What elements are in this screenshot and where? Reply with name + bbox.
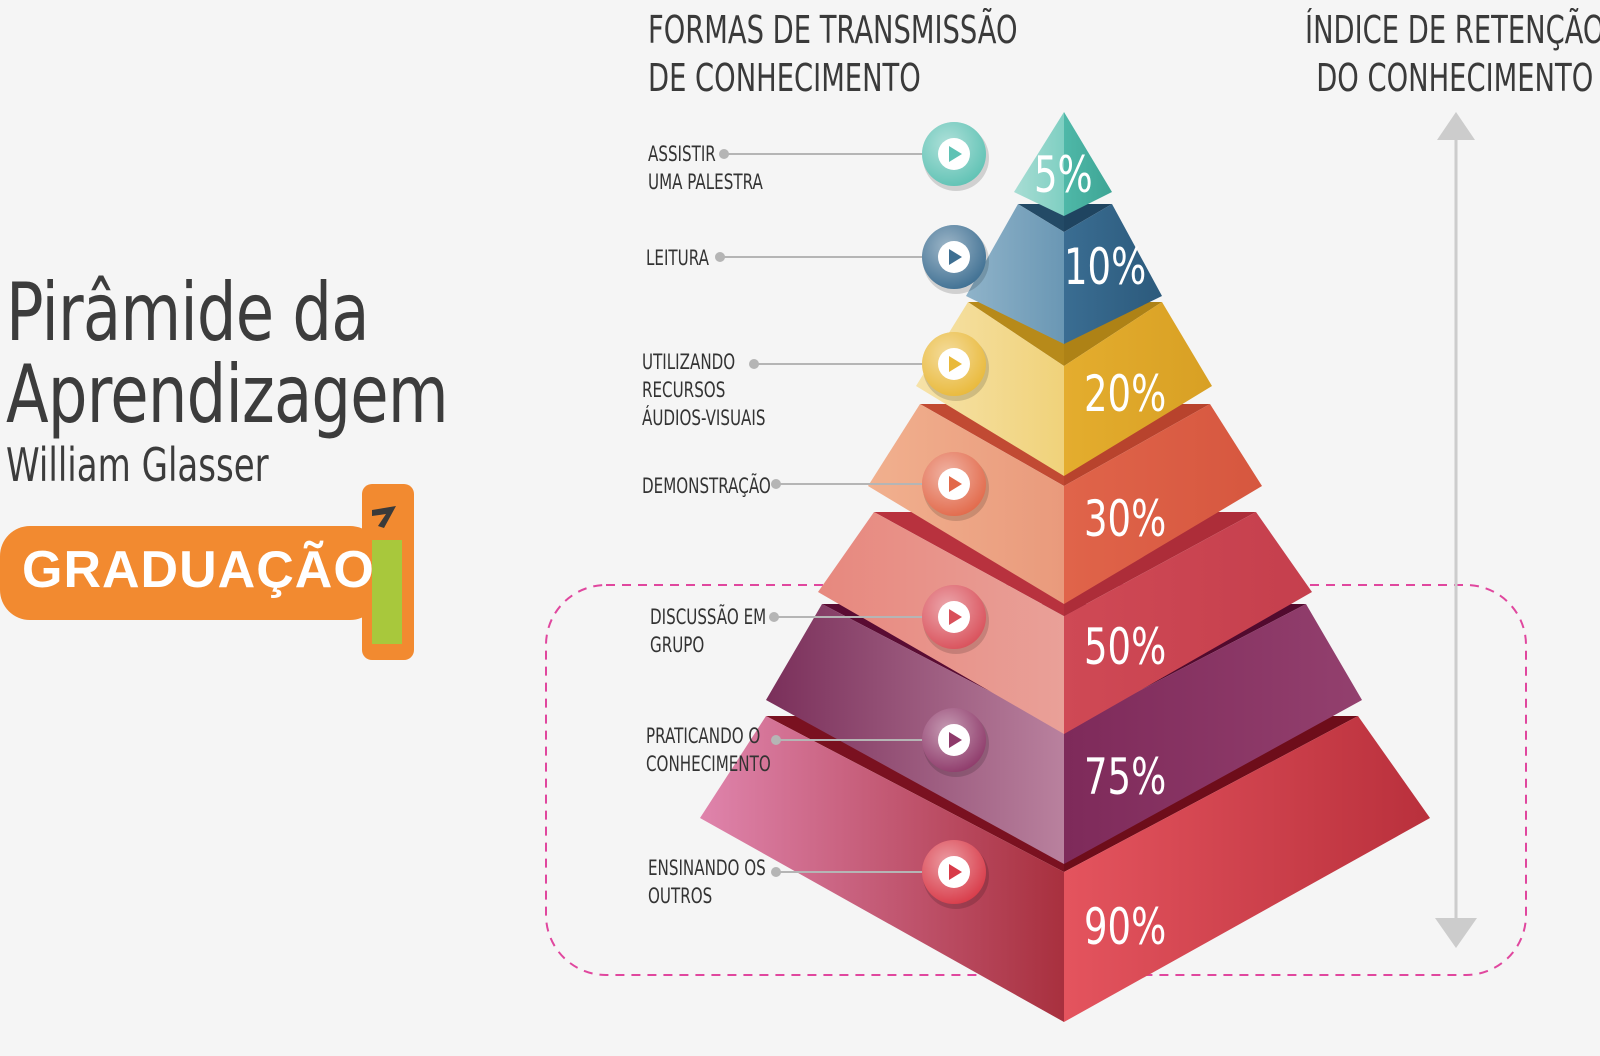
pyramid [700,112,1430,1022]
method-label-line: UTILIZANDO [642,350,736,374]
connector-dot [769,612,779,622]
pyramid-layer-10 [966,204,1162,344]
method-label-2: UTILIZANDO RECURSOS ÁUDIOS-VISUAIS [642,348,765,432]
retention-percent-6: 90% [1084,898,1167,956]
method-label-line: ENSINANDO OS [648,856,766,880]
method-label-5: PRATICANDO O CONHECIMENTO [646,722,771,778]
header-transmission-line-1: FORMAS DE TRANSMISSÃO [648,8,1018,52]
play-button-icon[interactable] [922,452,989,521]
pyramid-layer-20 [916,302,1212,476]
header-transmission-line-2: DE CONHECIMENTO [648,56,921,100]
method-label-line: ÁUDIOS-VISUAIS [642,406,766,430]
method-label-line: ASSISTIR [648,142,716,166]
retention-percent-3: 30% [1084,490,1167,548]
retention-percent-2: 20% [1084,365,1167,423]
header-retention: ÍNDICE DE RETENÇÃO DO CONHECIMENTO [1305,6,1600,102]
method-label-1: LEITURA [646,244,709,272]
pyramid-layer-5 [1014,112,1112,216]
retention-arrow-icon [1435,112,1477,948]
method-label-4: DISCUSSÃO EM GRUPO [650,603,766,659]
connector-dot [715,252,725,262]
connector-lines [715,149,924,877]
connector-dot [771,479,781,489]
retention-percent-1: 10% [1064,238,1147,296]
play-button-icon[interactable] [922,225,989,294]
title-line-2: Aprendizagem [6,348,449,441]
connector-dot [719,149,729,159]
graduacao-logo [0,484,414,660]
retention-percent-4: 50% [1084,618,1167,676]
connector-dot [749,359,759,369]
method-label-line: UMA PALESTRA [648,170,763,194]
play-button-icon[interactable] [922,840,989,909]
method-label-0: ASSISTIR UMA PALESTRA [648,140,763,196]
graduation-cap-icon [372,506,396,528]
retention-percent-0: 5% [1034,146,1093,204]
play-button-icon[interactable] [922,122,989,191]
method-label-line: GRUPO [650,633,705,657]
play-button-icon[interactable] [922,332,989,401]
connector-dot [771,735,781,745]
logo-text: GRADUAÇÃO [22,541,375,599]
header-retention-line-2: DO CONHECIMENTO [1316,56,1594,100]
method-label-line: CONHECIMENTO [646,752,771,776]
play-buttons [922,122,989,909]
retention-percent-5: 75% [1084,748,1167,806]
pyramid-layer-90 [700,716,1430,1022]
title-block: Pirâmide da Aprendizagem William Glasser [6,266,573,493]
connector-dot [771,867,781,877]
method-label-line: DISCUSSÃO EM [650,605,767,629]
method-label-3: DEMONSTRAÇÃO [642,472,771,500]
method-label-line: PRATICANDO O [646,724,761,748]
method-label-6: ENSINANDO OS OUTROS [648,854,766,910]
method-label-line: DEMONSTRAÇÃO [642,474,771,498]
header-retention-line-1: ÍNDICE DE RETENÇÃO [1305,8,1600,52]
method-label-line: RECURSOS [642,378,726,402]
method-label-line: LEITURA [646,246,709,270]
play-button-icon[interactable] [922,708,989,777]
author-name: William Glasser [6,438,269,492]
title-line-1: Pirâmide da [6,266,369,359]
method-label-line: OUTROS [648,884,713,908]
play-button-icon[interactable] [922,585,989,654]
header-transmission: FORMAS DE TRANSMISSÃO DE CONHECIMENTO [648,6,1018,102]
